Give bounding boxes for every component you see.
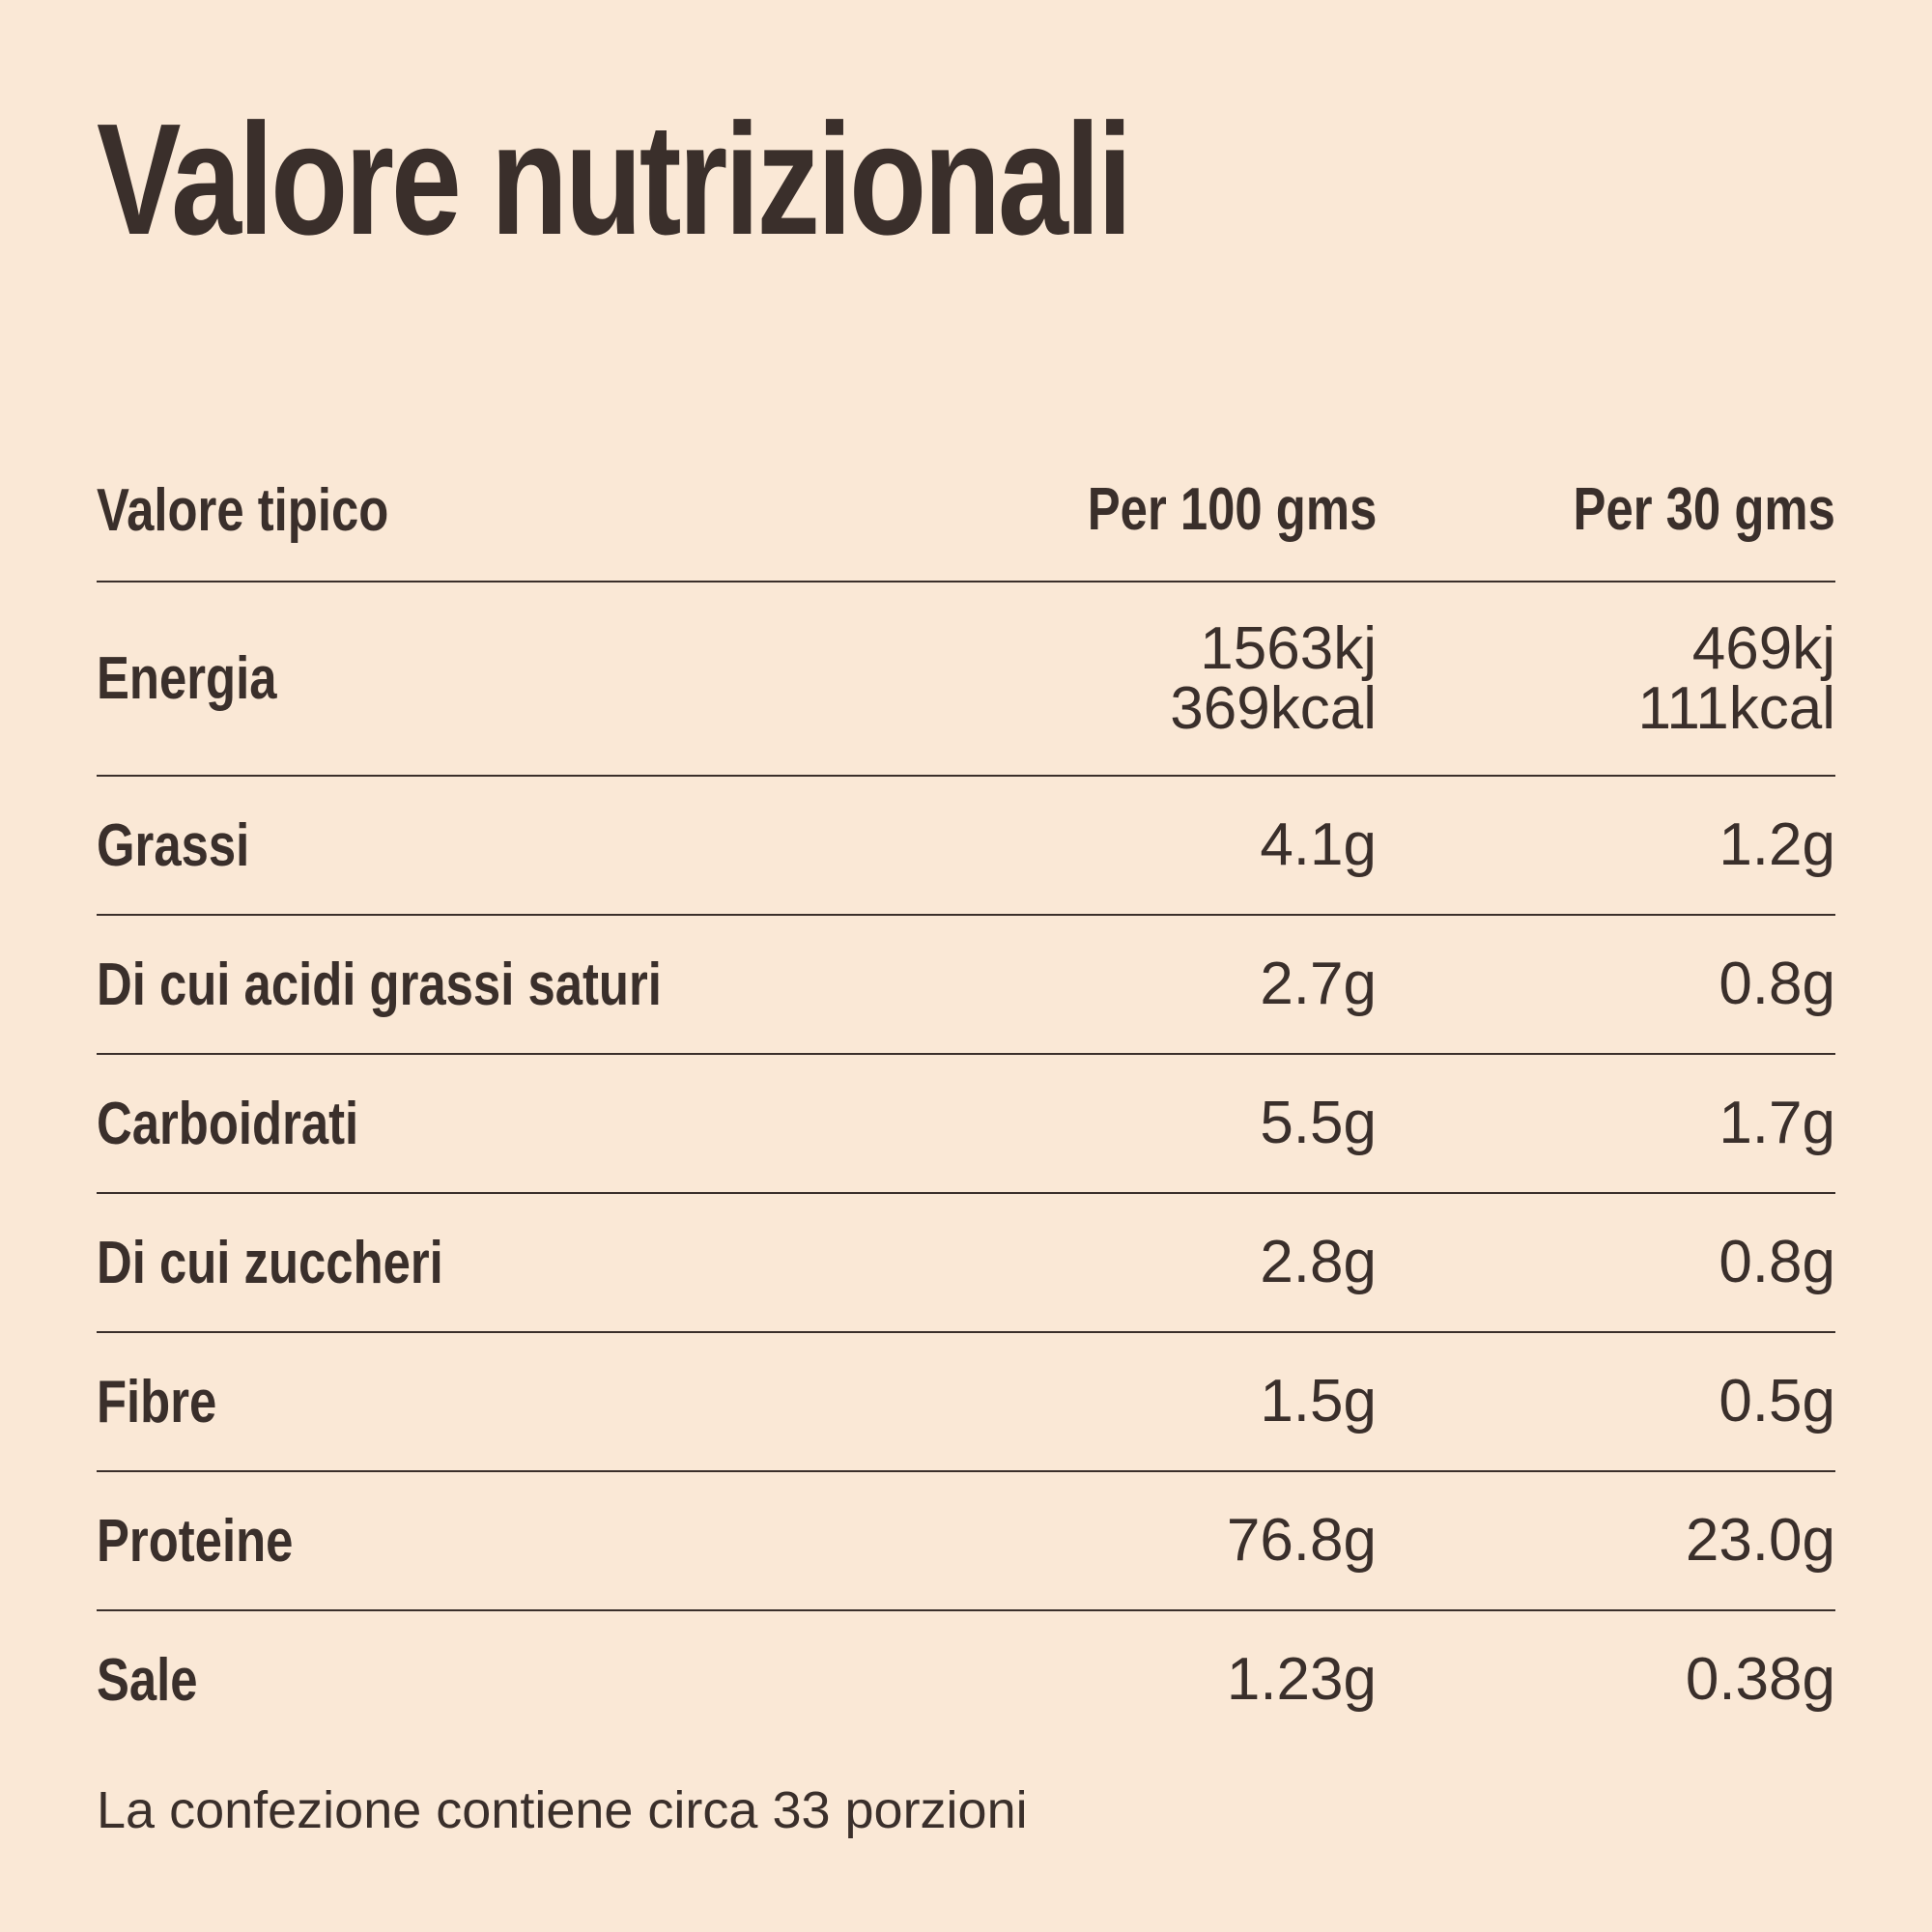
title: Valore nutrizionali xyxy=(97,91,1132,268)
table-row: Di cui acidi grassi saturi 2.7g 0.8g xyxy=(97,916,1835,1055)
value-cell: 0.8g xyxy=(1377,954,1835,1014)
cell-text: Sale xyxy=(97,1646,198,1714)
header-row: Valore tipico Per 100 gms Per 30 gms xyxy=(97,440,1835,582)
header-cell: Per 30 gms xyxy=(1377,480,1835,540)
table-row: Proteine 76.8g 23.0g xyxy=(97,1472,1835,1611)
row-label: Grassi xyxy=(97,811,797,880)
cell-text: 0.38g xyxy=(1685,1646,1835,1713)
row-label: Proteine xyxy=(97,1507,797,1576)
value-cell: 0.38g xyxy=(1377,1650,1835,1710)
cell-text: 111kcal xyxy=(1637,674,1836,742)
value-cell: 5.5g xyxy=(797,1094,1377,1153)
cell-text: 0.8g xyxy=(1719,951,1835,1017)
header-cell: Valore tipico xyxy=(97,476,797,545)
cell-text: Carboidrati xyxy=(97,1090,359,1157)
value-cell: 1.7g xyxy=(1377,1094,1835,1153)
row-label: Sale xyxy=(97,1646,797,1715)
cell-text: 1563kj xyxy=(1200,614,1377,682)
table-row: Sale 1.23g 0.38g xyxy=(97,1611,1835,1748)
value-cell: 23.0g xyxy=(1377,1511,1835,1571)
row-label: Di cui acidi grassi saturi xyxy=(97,951,797,1019)
cell-text: Grassi xyxy=(97,811,250,879)
footnote: La confezione contiene circa 33 porzioni xyxy=(97,1781,1028,1839)
value-cell: 1563kj 369kcal xyxy=(797,618,1377,739)
cell-text: 1.23g xyxy=(1226,1646,1377,1713)
table-row: Fibre 1.5g 0.5g xyxy=(97,1333,1835,1472)
cell-text: 23.0g xyxy=(1685,1507,1835,1574)
cell-text: 0.8g xyxy=(1719,1229,1835,1295)
value-line: 1563kj xyxy=(797,618,1377,679)
value-cell: 0.8g xyxy=(1377,1233,1835,1293)
cell-text: 469kj xyxy=(1691,614,1835,682)
row-label: Energia xyxy=(97,644,797,713)
value-cell: 0.5g xyxy=(1377,1372,1835,1432)
cell-text: 1.2g xyxy=(1719,811,1835,878)
table-row: Di cui zuccheri 2.8g 0.8g xyxy=(97,1194,1835,1333)
row-label: Fibre xyxy=(97,1368,797,1436)
value-cell: 1.5g xyxy=(797,1372,1377,1432)
value-line: 469kj xyxy=(1377,618,1835,679)
cell-text: Per 100 gms xyxy=(1087,476,1377,543)
nutrition-table: Valore tipico Per 100 gms Per 30 gms Energi… xyxy=(97,440,1835,1748)
table-row: Grassi 4.1g 1.2g xyxy=(97,777,1835,916)
cell-text: Proteine xyxy=(97,1507,294,1575)
cell-text: Di cui acidi grassi saturi xyxy=(97,951,662,1018)
cell-text: 76.8g xyxy=(1226,1507,1377,1574)
cell-text: Energia xyxy=(97,645,277,712)
cell-text: 0.5g xyxy=(1719,1368,1835,1435)
cell-text: Per 30 gms xyxy=(1573,476,1835,543)
row-label: Di cui zuccheri xyxy=(97,1229,797,1297)
cell-text: Valore tipico xyxy=(97,476,389,544)
cell-text: 4.1g xyxy=(1260,811,1377,878)
value-cell: 76.8g xyxy=(797,1511,1377,1571)
value-cell: 2.8g xyxy=(797,1233,1377,1293)
value-cell: 1.2g xyxy=(1377,815,1835,875)
value-cell: 4.1g xyxy=(797,815,1377,875)
value-cell: 1.23g xyxy=(797,1650,1377,1710)
value-cell: 469kj 111kcal xyxy=(1377,618,1836,739)
cell-text: 2.7g xyxy=(1260,951,1377,1017)
cell-text: Fibre xyxy=(97,1368,217,1435)
cell-text: 2.8g xyxy=(1260,1229,1377,1295)
table-row: Carboidrati 5.5g 1.7g xyxy=(97,1055,1835,1194)
value-line: 369kcal xyxy=(797,678,1377,739)
header-cell: Per 100 gms xyxy=(797,480,1377,540)
cell-text: 369kcal xyxy=(1170,674,1377,742)
value-cell: 2.7g xyxy=(797,954,1377,1014)
cell-text: 5.5g xyxy=(1260,1090,1377,1156)
table-row: Energia 1563kj 369kcal 469kj 111kcal xyxy=(97,582,1835,777)
value-line: 111kcal xyxy=(1377,678,1836,739)
cell-text: 1.7g xyxy=(1719,1090,1835,1156)
row-label: Carboidrati xyxy=(97,1090,797,1158)
cell-text: 1.5g xyxy=(1260,1368,1377,1435)
cell-text: Di cui zuccheri xyxy=(97,1229,443,1296)
